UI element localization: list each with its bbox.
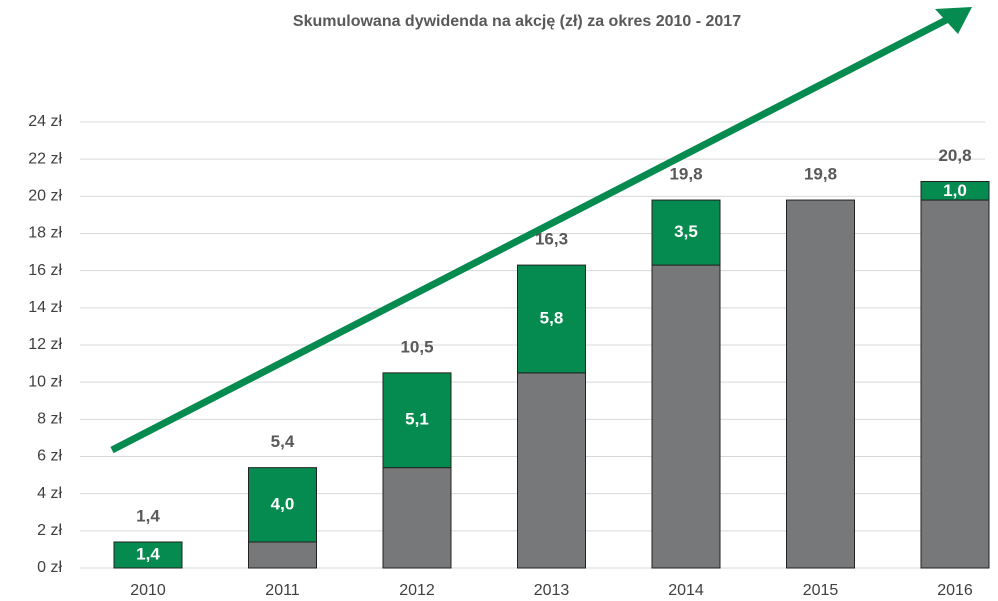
total-label: 1,4 [136, 506, 160, 525]
bar-segment [517, 372, 586, 569]
total-label: 20,8 [938, 146, 971, 165]
total-label: 10,5 [400, 337, 433, 356]
value-label: 1,4 [136, 544, 160, 563]
value-label: 1,0 [943, 181, 967, 200]
y-tick-label: 8 zł [37, 411, 62, 428]
y-tick-label: 12 zł [28, 336, 62, 353]
value-label: 5,8 [540, 308, 564, 327]
arrow-head [935, 7, 972, 34]
y-tick-label: 0 zł [37, 559, 62, 576]
bar-segment [248, 467, 317, 543]
total-label: 19,8 [804, 165, 837, 184]
y-tick-label: 2 zł [37, 522, 62, 539]
y-tick-label: 16 zł [28, 262, 62, 279]
value-label: 5,1 [405, 410, 429, 429]
bar-segment [248, 541, 317, 569]
bar-segment [651, 264, 721, 569]
arrow-shaft [110, 13, 954, 454]
chart-title: Skumulowana dywidenda na akcję (zł) za o… [293, 13, 741, 30]
y-tick-label: 4 zł [37, 485, 62, 502]
y-tick-label: 10 zł [28, 373, 62, 390]
bar-segment [382, 372, 452, 469]
x-tick-label: 2014 [668, 582, 704, 599]
y-tick-label: 6 zł [37, 448, 62, 465]
value-label: 4,0 [271, 494, 295, 513]
x-tick-label: 2011 [265, 582, 300, 599]
bar-segment [786, 199, 855, 569]
bar-segment [920, 180, 990, 201]
total-label: 5,4 [271, 432, 295, 451]
y-tick-label: 14 zł [28, 299, 62, 316]
y-tick-label: 20 zł [28, 188, 62, 205]
x-tick-label: 2012 [399, 582, 435, 599]
x-tick-label: 2013 [534, 582, 570, 599]
value-label: 3,5 [674, 222, 698, 241]
bar-segment [651, 199, 721, 266]
x-tick-label: 2010 [130, 582, 166, 599]
total-label: 16,3 [535, 230, 568, 249]
y-tick-label: 18 zł [28, 225, 62, 242]
total-label: 19,8 [669, 165, 702, 184]
x-tick-label: 2015 [803, 582, 839, 599]
trend-arrow [110, 7, 972, 454]
bar-segment [113, 541, 183, 569]
bar-segment [382, 467, 452, 569]
y-tick-label: 22 zł [28, 150, 62, 167]
bar-segment [517, 264, 586, 374]
bar-segment [920, 199, 990, 569]
y-tick-label: 24 zł [28, 113, 62, 130]
x-tick-label: 2016 [937, 582, 973, 599]
